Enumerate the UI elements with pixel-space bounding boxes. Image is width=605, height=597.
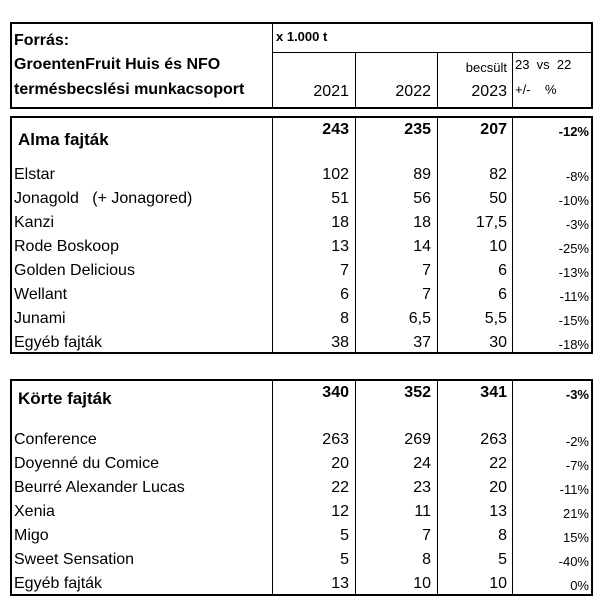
year-2022: 2022 [395, 83, 431, 100]
yield-value: 22 [489, 455, 507, 472]
yield-value: 38 [331, 334, 349, 351]
change-percent: -25% [558, 241, 589, 256]
yield-value: 102 [322, 166, 349, 183]
variety-name: Wellant [14, 286, 68, 303]
change-percent: -11% [559, 289, 589, 304]
yield-value: 20 [331, 455, 349, 472]
change-percent: 15% [562, 530, 589, 545]
yield-value: 8 [498, 527, 507, 544]
variety-name: Xenia [14, 503, 55, 520]
apple-section: Alma fajták 243 235 207 -12% Elstar 102 89 82 -8%… [10, 116, 593, 354]
yield-value: 6 [340, 286, 349, 303]
yield-value: 51 [331, 190, 349, 207]
yield-value: 7 [340, 262, 349, 279]
variety-name: Sweet Sensation [14, 551, 135, 568]
section-total: 340 [322, 384, 349, 401]
yield-value: 50 [489, 190, 507, 207]
variety-name: Elstar [14, 166, 55, 183]
change-percent: -18% [558, 337, 589, 352]
variety-name: Beurré Alexander Lucas [14, 479, 185, 496]
compare-label: 23 vs 22 [515, 57, 572, 72]
change-percent: -13% [558, 265, 589, 280]
yield-value: 269 [404, 431, 431, 448]
yield-value: 13 [331, 238, 349, 255]
source-label: Forrás: [14, 32, 70, 49]
section-total: 235 [404, 121, 431, 138]
source-org: GroentenFruit Huis és NFO [14, 56, 221, 73]
section-total: 207 [480, 121, 507, 138]
change-percent: 0% [570, 578, 589, 593]
variety-name: Golden Delicious [14, 262, 135, 279]
yield-value: 89 [413, 166, 431, 183]
yield-value: 263 [480, 431, 507, 448]
section-total: -3% [565, 387, 589, 402]
unit-label: x 1.000 t [276, 29, 328, 44]
yield-value: 7 [422, 527, 431, 544]
variety-name: Junami [14, 310, 66, 327]
yield-value: 82 [489, 166, 507, 183]
variety-name: Egyéb fajták [14, 575, 103, 592]
yield-value: 10 [413, 575, 431, 592]
header-box: Forrás: GroentenFruit Huis és NFO termés… [10, 22, 593, 109]
yield-value: 17,5 [475, 214, 507, 231]
change-percent: -10% [558, 193, 589, 208]
estimated-label: becsült [465, 60, 507, 75]
variety-name: Conference [14, 431, 97, 448]
yield-value: 7 [422, 262, 431, 279]
yield-value: 30 [489, 334, 507, 351]
yield-value: 12 [331, 503, 349, 520]
yield-value: 5 [498, 551, 507, 568]
yield-value: 18 [331, 214, 349, 231]
variety-name: Jonagold (+ Jonagored) [14, 190, 193, 207]
change-percent: -40% [558, 554, 589, 569]
yield-value: 24 [413, 455, 431, 472]
yield-value: 263 [322, 431, 349, 448]
variety-name: Kanzi [14, 214, 55, 231]
section-total: 341 [480, 384, 507, 401]
variety-name: Rode Boskoop [14, 238, 119, 255]
change-percent: -3% [565, 217, 589, 232]
section-title: Alma fajták [18, 130, 109, 149]
change-label: +/- % [515, 82, 557, 97]
source-group: termésbecslési munkacsoport [14, 81, 245, 98]
yield-value: 14 [413, 238, 431, 255]
yield-value: 7 [422, 286, 431, 303]
yield-value: 10 [489, 238, 507, 255]
year-2023: 2023 [471, 83, 507, 100]
variety-name: Migo [14, 527, 49, 544]
yield-value: 20 [489, 479, 507, 496]
yield-value: 37 [413, 334, 431, 351]
pear-section: Körte fajták 340 352 341 -3% Conference 263 269… [10, 379, 593, 596]
change-percent: -7% [565, 458, 589, 473]
variety-name: Egyéb fajták [14, 334, 103, 351]
section-total: -12% [558, 124, 589, 139]
yield-value: 13 [331, 575, 349, 592]
yield-value: 6 [498, 286, 507, 303]
change-percent: -11% [559, 482, 589, 497]
change-percent: -15% [558, 313, 589, 328]
change-percent: 21% [562, 506, 589, 521]
yield-value: 5 [340, 527, 349, 544]
yield-value: 6 [498, 262, 507, 279]
yield-value: 13 [489, 503, 507, 520]
section-total: 243 [322, 121, 349, 138]
yield-value: 22 [331, 479, 349, 496]
yield-value: 5 [340, 551, 349, 568]
yield-value: 5,5 [484, 310, 507, 327]
yield-value: 8 [422, 551, 431, 568]
yield-value: 11 [414, 503, 431, 520]
yield-value: 23 [413, 479, 431, 496]
yield-value: 8 [340, 310, 349, 327]
variety-name: Doyenné du Comice [14, 455, 159, 472]
change-percent: -8% [565, 169, 589, 184]
year-2021: 2021 [313, 83, 349, 100]
yield-value: 18 [413, 214, 431, 231]
section-title: Körte fajták [18, 389, 112, 408]
yield-value: 6,5 [408, 310, 431, 327]
section-total: 352 [404, 384, 431, 401]
change-percent: -2% [565, 434, 589, 449]
yield-value: 10 [489, 575, 507, 592]
yield-value: 56 [413, 190, 431, 207]
